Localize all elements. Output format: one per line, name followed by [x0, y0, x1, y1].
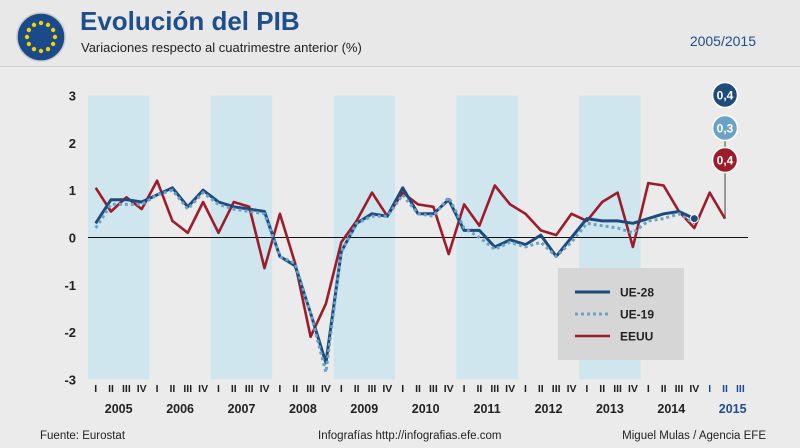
- x-quarter-label: II: [599, 383, 605, 395]
- eu-star-icon: [24, 34, 30, 40]
- legend: UE-28 UE-19 EEUU: [558, 268, 684, 360]
- credit-text: Infografías http://infografias.efe.com: [318, 430, 502, 442]
- page-title: Evolución del PIB: [80, 6, 300, 36]
- x-quarter-label: III: [736, 383, 745, 395]
- legend-label: UE-19: [620, 308, 654, 322]
- year-label: 2011: [474, 402, 501, 416]
- x-quarter-label: I: [463, 383, 466, 395]
- footer: Fuente: Eurostat Infografías http://info…: [0, 425, 800, 448]
- x-quarter-label: IV: [198, 383, 208, 395]
- x-quarter-label: II: [292, 383, 298, 395]
- x-quarter-label: III: [368, 383, 377, 395]
- x-quarter-label: I: [524, 383, 527, 395]
- eu-star-icon: [45, 46, 51, 52]
- year-label: 2014: [657, 402, 685, 416]
- end-point-marker: [689, 214, 699, 224]
- source-text: Fuente: Eurostat: [40, 430, 126, 442]
- x-quarter-label: IV: [444, 383, 454, 395]
- x-quarter-label: IV: [628, 383, 638, 395]
- eu-star-icon: [52, 34, 58, 40]
- x-quarter-label: I: [156, 383, 159, 395]
- x-quarter-label: III: [552, 383, 561, 395]
- x-quarter-label: IV: [689, 383, 699, 395]
- x-quarter-label: IV: [260, 383, 270, 395]
- eu-star-icon: [26, 27, 32, 33]
- x-quarter-label: III: [306, 383, 315, 395]
- x-quarter-label: I: [217, 383, 220, 395]
- x-quarter-label: II: [722, 383, 728, 395]
- eu-flag-icon: [16, 12, 66, 62]
- x-quarter-label: II: [415, 383, 421, 395]
- x-quarter-label: IV: [137, 383, 147, 395]
- legend-label: UE-28: [620, 286, 654, 300]
- x-quarter-label: III: [490, 383, 499, 395]
- x-quarter-label: I: [94, 383, 97, 395]
- x-quarter-label: I: [585, 383, 588, 395]
- year-label: 2010: [412, 402, 440, 416]
- eu-star-icon: [38, 48, 44, 54]
- end-value-label: 0,4: [717, 154, 734, 168]
- eu-star-icon: [50, 27, 56, 33]
- x-quarter-label: III: [245, 383, 254, 395]
- x-quarter-label: I: [401, 383, 404, 395]
- x-quarter-label: II: [108, 383, 114, 395]
- x-quarter-label: I: [647, 383, 650, 395]
- y-tick-label: -3: [64, 372, 76, 387]
- x-quarter-label: II: [661, 383, 667, 395]
- year-label: 2015: [719, 402, 747, 416]
- x-quarter-label: II: [170, 383, 176, 395]
- year-label: 2012: [535, 402, 563, 416]
- end-value-bubble: [711, 114, 739, 142]
- x-quarter-label: I: [340, 383, 343, 395]
- y-tick-label: 2: [69, 136, 76, 151]
- author-text: Miguel Mulas / Agencia EFE: [622, 430, 766, 442]
- x-quarter-label: II: [477, 383, 483, 395]
- series-line-ue-19: [94, 188, 696, 374]
- eu-star-icon: [45, 22, 51, 28]
- year-label: 2013: [596, 402, 624, 416]
- x-quarter-label: III: [429, 383, 438, 395]
- year-label: 2009: [350, 402, 378, 416]
- end-value-label: 0,3: [717, 122, 734, 136]
- x-quarter-label: IV: [505, 383, 515, 395]
- year-label: 2008: [289, 402, 317, 416]
- y-tick-label: 1: [69, 183, 76, 198]
- y-tick-label: 0: [69, 231, 76, 246]
- x-quarter-label: I: [278, 383, 281, 395]
- eu-star-icon: [50, 41, 56, 47]
- eu-star-icon: [38, 20, 44, 26]
- period-label: 2005/2015: [689, 33, 756, 49]
- header-divider: [0, 66, 800, 67]
- header: Evolución del PIB Variaciones respecto a…: [0, 0, 800, 66]
- y-tick-label: 3: [69, 89, 76, 104]
- series-line-ue-28: [94, 186, 695, 365]
- x-quarter-label: II: [231, 383, 237, 395]
- year-label: 2006: [166, 402, 194, 416]
- legend-box: [558, 268, 684, 360]
- end-value-bubble: [711, 146, 739, 174]
- y-tick-label: -1: [64, 278, 76, 293]
- end-value-bubble: [711, 81, 739, 109]
- year-label: 2007: [228, 402, 256, 416]
- legend-label: EEUU: [620, 330, 653, 344]
- y-tick-label: -2: [64, 325, 76, 340]
- x-quarter-label: IV: [382, 383, 392, 395]
- end-value-label: 0,4: [717, 89, 734, 103]
- x-quarter-label: IV: [321, 383, 331, 395]
- page-subtitle: Variaciones respecto al cuatrimestre ant…: [81, 40, 362, 55]
- eu-star-icon: [26, 41, 32, 47]
- x-quarter-label: III: [675, 383, 684, 395]
- year-label: 2005: [105, 402, 133, 416]
- x-quarter-label: II: [354, 383, 360, 395]
- eu-star-icon: [31, 22, 37, 28]
- x-quarter-label: III: [183, 383, 192, 395]
- x-quarter-label: I: [708, 383, 711, 395]
- eu-star-icon: [31, 46, 37, 52]
- x-quarter-label: III: [613, 383, 622, 395]
- x-quarter-label: III: [122, 383, 131, 395]
- x-quarter-label: IV: [567, 383, 577, 395]
- x-quarter-label: II: [538, 383, 544, 395]
